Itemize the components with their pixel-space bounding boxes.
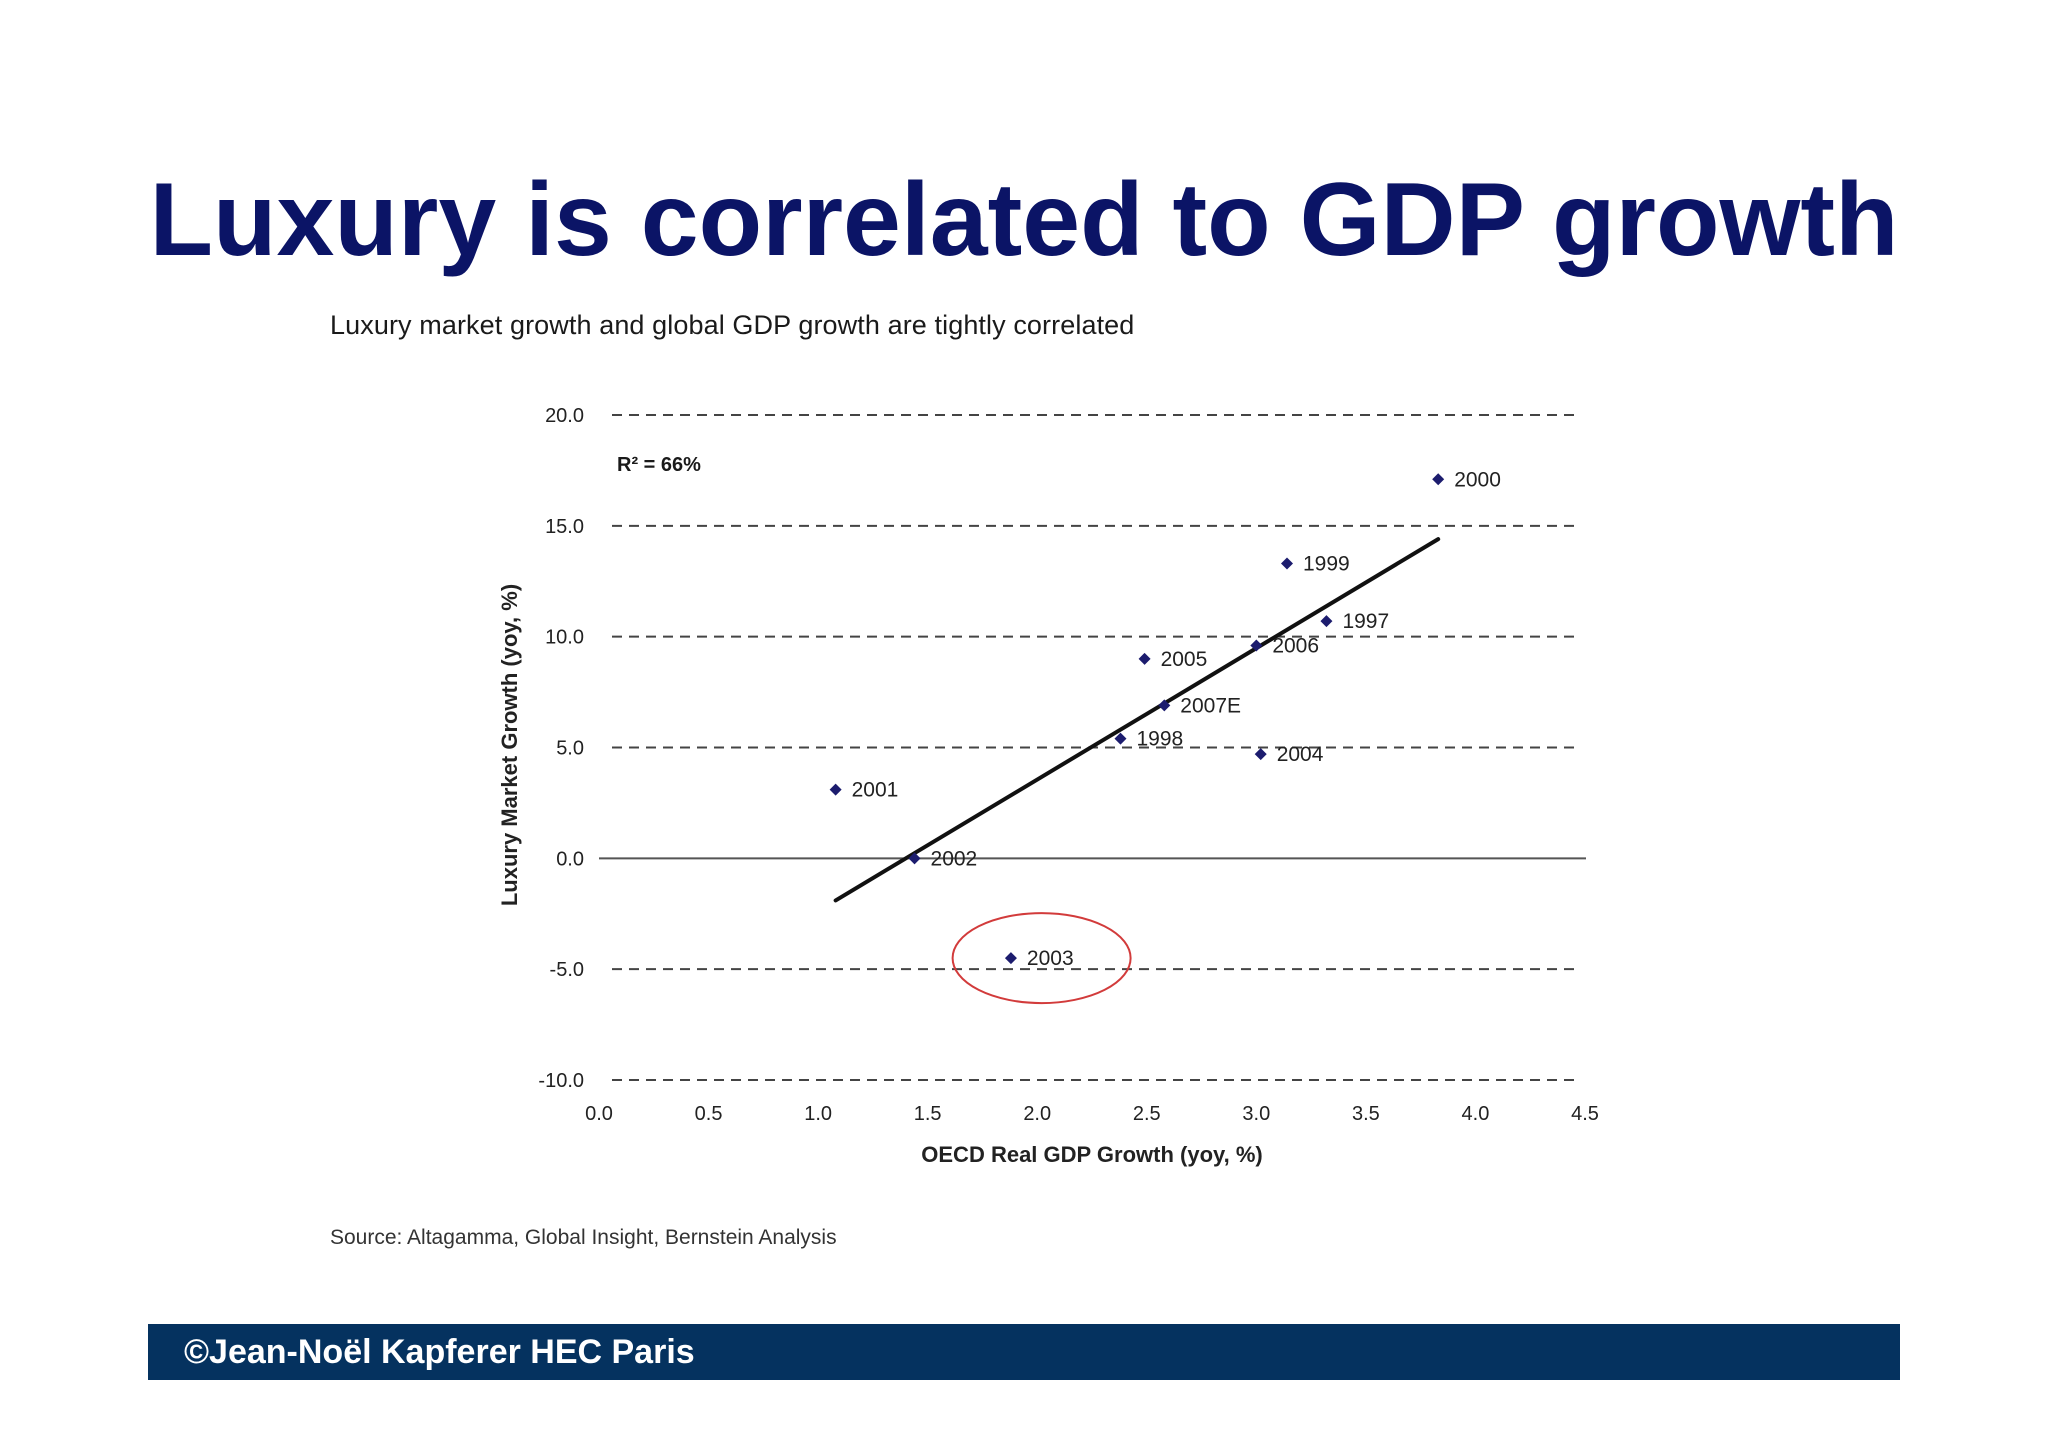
footer-bar: ©Jean-Noël Kapferer HEC Paris <box>148 1324 1900 1380</box>
scatter-chart: 20.015.010.05.00.0-5.0-10.00.0 0.5 1.0 1.5 2… <box>497 405 1599 1167</box>
x-tick-label: 3.5 <box>1352 1103 1380 1125</box>
y-tick-label: -10.0 <box>538 1070 584 1092</box>
data-point-1999 <box>1281 557 1294 570</box>
highlight-circle-2003 <box>951 912 1132 1005</box>
point-label-2002: 2002 <box>931 847 978 870</box>
gridlines <box>599 414 1586 1081</box>
data-point-1998 <box>1114 732 1127 745</box>
footer-copyright: ©Jean-Noël Kapferer HEC Paris <box>184 1333 695 1371</box>
trendline <box>833 537 1441 903</box>
point-label-1998: 1998 <box>1136 728 1183 751</box>
trendline-group <box>833 537 1441 903</box>
y-tick-label: 15.0 <box>545 516 584 538</box>
point-label-2007E: 2007E <box>1180 694 1241 717</box>
y-tick-label: 10.0 <box>545 627 584 649</box>
source-note: Source: Altagamma, Global Insight, Berns… <box>330 1226 837 1249</box>
data-point-2006 <box>1250 639 1263 652</box>
data-point-2004 <box>1254 748 1267 761</box>
point-label-1997: 1997 <box>1342 610 1389 633</box>
point-label-2000: 2000 <box>1454 468 1501 491</box>
x-tick-label: 1.0 <box>804 1103 832 1125</box>
y-tick-label: 5.0 <box>556 738 584 760</box>
x-tick-label: 4.0 <box>1462 1103 1490 1125</box>
x-tick-label: 3.0 <box>1242 1103 1270 1125</box>
point-label-1999: 1999 <box>1303 553 1350 576</box>
point-label-2005: 2005 <box>1161 648 1208 671</box>
data-point-2002 <box>908 852 921 865</box>
point-label-2006: 2006 <box>1272 635 1319 658</box>
data-point-2005 <box>1138 652 1151 665</box>
y-axis-label: Luxury Market Growth (yoy, %) <box>497 584 522 906</box>
point-label-2004: 2004 <box>1277 743 1324 766</box>
x-axis-label: OECD Real GDP Growth (yoy, %) <box>921 1142 1262 1167</box>
chart-subtitle: Luxury market growth and global GDP grow… <box>330 310 1135 340</box>
data-point-2001 <box>829 783 842 796</box>
data-points: 1997 1998 1999 2000 2001 2002 2003 2004 2005 2006… <box>829 468 1501 970</box>
slide-title: Luxury is correlated to GDP growth <box>149 162 1899 278</box>
data-point-2003 <box>1004 952 1017 965</box>
x-tick-label: 1.5 <box>914 1103 942 1125</box>
data-point-2000 <box>1432 473 1445 486</box>
data-point-1997 <box>1320 615 1333 628</box>
y-tick-label: 0.0 <box>556 848 584 870</box>
x-tick-label: 4.5 <box>1571 1103 1599 1125</box>
y-tick-label: 20.0 <box>545 405 584 427</box>
r-squared-label: R² = 66% <box>617 454 701 476</box>
x-tick-label: 0.5 <box>695 1103 723 1125</box>
data-point-2007E <box>1158 699 1171 712</box>
x-tick-label: 2.0 <box>1023 1103 1051 1125</box>
highlight-group <box>951 912 1132 1005</box>
y-tick-label: -5.0 <box>550 959 584 981</box>
x-tick-label: 2.5 <box>1133 1103 1161 1125</box>
point-label-2001: 2001 <box>852 779 899 802</box>
axes: 20.015.010.05.00.0-5.0-10.00.0 0.5 1.0 1.5 2… <box>538 405 1599 1125</box>
point-label-2003: 2003 <box>1027 947 1074 970</box>
x-tick-label: 0.0 <box>585 1103 613 1125</box>
